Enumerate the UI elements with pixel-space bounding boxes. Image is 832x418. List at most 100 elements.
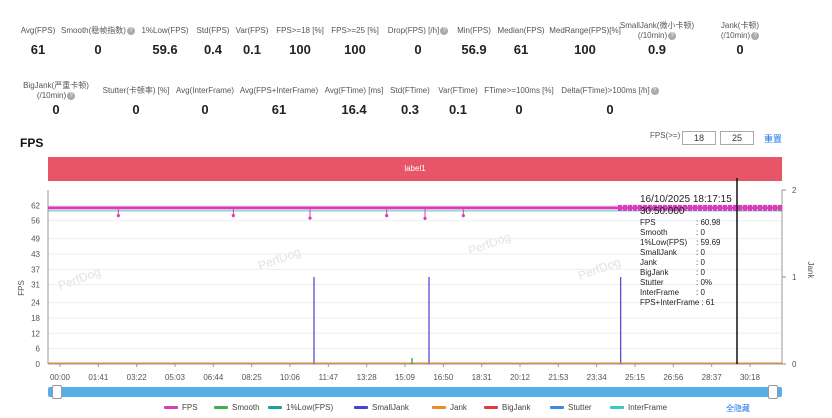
stat-value: 100 xyxy=(344,42,366,57)
y-tick-label: 6 xyxy=(36,345,41,354)
stat-item: Min(FPS) 56.9 xyxy=(424,0,524,70)
legend-item-fps[interactable]: FPS xyxy=(164,403,198,412)
fps-point xyxy=(678,204,682,211)
label-bar[interactable]: label1 xyxy=(48,157,782,181)
tooltip-row: InterFrame : 0 xyxy=(640,288,736,298)
fps-dip-point xyxy=(231,213,235,218)
y-tick-label: 18 xyxy=(31,314,40,323)
section-title: FPS xyxy=(20,136,44,150)
stat-label: Smooth(稳帧指数)? xyxy=(48,26,148,36)
legend-item-jank[interactable]: Jank xyxy=(432,403,467,412)
legend-swatch xyxy=(610,406,624,409)
stat-label: Var(FPS) xyxy=(235,26,269,35)
stat-value: 56.9 xyxy=(461,42,487,57)
stats-row-1: Avg(FPS) 61 Smooth(稳帧指数)? 0 1%Low(FPS) 59.6 St… xyxy=(0,0,832,70)
fps-point xyxy=(633,204,637,211)
watermark-text: PerfDog xyxy=(256,245,302,273)
fps-point xyxy=(703,204,707,211)
tooltip-row: Smooth: 0 xyxy=(640,228,736,238)
tooltip-key: Jank xyxy=(640,258,657,267)
x-tick-label: 10:06 xyxy=(280,373,301,382)
tooltip-row: FPS: 60.98 xyxy=(640,218,736,228)
tooltip-row: 1%Low(FPS) : 59.69 xyxy=(640,238,736,248)
fps-point xyxy=(628,204,632,211)
tooltip-key: SmallJank xyxy=(640,248,677,257)
stat-value: 0 xyxy=(94,42,102,57)
legend-item-interframe[interactable]: InterFrame xyxy=(610,403,667,412)
stat-value: 61 xyxy=(30,42,46,57)
legend-label: Stutter xyxy=(568,403,592,412)
tooltip-value: : 0% xyxy=(696,278,713,287)
stat-label: Drop(FPS) [/h]? xyxy=(368,26,468,36)
fps-point xyxy=(638,204,642,211)
legend-item-stutter[interactable]: Stutter xyxy=(550,403,592,412)
legend-item-bigjank[interactable]: BigJank xyxy=(484,403,530,412)
legend-swatch xyxy=(164,406,178,409)
scroller-right-handle[interactable] xyxy=(768,385,778,399)
stat-value: 0 xyxy=(606,102,614,117)
stat-label: FTime>=100ms [%] xyxy=(484,86,554,95)
time-range-scroller[interactable] xyxy=(48,385,782,399)
stat-item: Avg(FTime) [ms] 16.4 xyxy=(304,70,404,120)
fps-point xyxy=(728,204,732,211)
hide-all-button[interactable]: 全隐藏 xyxy=(726,404,750,413)
y-right-tick-label: 2 xyxy=(792,186,797,195)
fps-point xyxy=(653,204,657,211)
stat-label: MedRange(FPS)[%] xyxy=(549,26,621,35)
tooltip-row: SmallJank : 0 xyxy=(640,248,736,258)
tooltip-value: : 59.69 xyxy=(696,238,721,247)
stat-item: Delta(FTime)>100ms [/h]? 0 xyxy=(560,70,660,120)
help-icon[interactable]: ? xyxy=(650,86,659,95)
x-tick-label: 08:25 xyxy=(242,373,263,382)
stat-item: Avg(InterFrame) 0 xyxy=(155,70,255,120)
tooltip-key: InterFrame xyxy=(640,288,680,297)
x-tick-label: 28:37 xyxy=(702,373,723,382)
help-icon[interactable]: ? xyxy=(126,26,135,35)
stat-label: Avg(FPS+InterFrame) xyxy=(239,86,319,95)
tooltip-value: : 0 xyxy=(696,288,705,297)
help-icon[interactable]: ? xyxy=(751,31,760,40)
legend-item-smooth[interactable]: Smooth xyxy=(214,403,260,412)
stat-item: SmallJank(微小卡顿) (/10min)? 0.9 xyxy=(607,0,707,70)
tooltip-datetime: 16/10/2025 18:17:15 xyxy=(640,194,732,205)
reset-button[interactable]: 重置 xyxy=(764,134,783,144)
x-tick-label: 16:50 xyxy=(433,373,454,382)
fps-threshold-input-1[interactable]: 18 xyxy=(682,131,716,145)
fps-threshold-input-2[interactable]: 25 xyxy=(720,131,754,145)
tooltip-value: : 60.98 xyxy=(696,218,721,227)
legend-swatch xyxy=(550,406,564,409)
help-icon[interactable]: ? xyxy=(67,91,76,100)
fps-filter-label: FPS(>=) xyxy=(650,131,681,140)
x-tick-label: 01:41 xyxy=(88,373,109,382)
tooltip-key: FPS+InterFrame xyxy=(640,298,700,307)
help-icon[interactable]: ? xyxy=(668,31,677,40)
fps-point xyxy=(698,204,702,211)
legend-item-1-low-fps-[interactable]: 1%Low(FPS) xyxy=(268,403,333,412)
stat-value: 0.3 xyxy=(400,102,420,117)
scroller-left-handle[interactable] xyxy=(52,385,62,399)
stat-label: Avg(InterFrame) xyxy=(175,86,235,95)
fps-dip-point xyxy=(423,216,427,221)
stat-item: MedRange(FPS)[%] 100 xyxy=(535,0,635,70)
fps-point xyxy=(743,204,747,211)
stat-item: Avg(FPS) 61 xyxy=(0,0,88,70)
stat-label: Avg(FTime) [ms] xyxy=(324,86,384,95)
y-tick-label: 24 xyxy=(31,299,40,308)
help-icon[interactable]: ? xyxy=(440,26,449,35)
tooltip-value: : 0 xyxy=(696,248,705,257)
fps-point xyxy=(688,204,692,211)
legend-item-smalljank[interactable]: SmallJank xyxy=(354,403,409,412)
fps-point xyxy=(668,204,672,211)
y-tick-label: 31 xyxy=(31,281,40,290)
stat-item: BigJank(严重卡顿) (/10min)? 0 xyxy=(6,70,106,120)
tooltip-key: Stutter xyxy=(640,278,664,287)
stat-item: Var(FPS) 0.1 xyxy=(202,0,302,70)
tooltip-row: BigJank: 0 xyxy=(640,268,736,278)
tooltip-key: 1%Low(FPS) xyxy=(640,238,688,247)
stat-value: 0 xyxy=(52,102,60,117)
x-tick-label: 05:03 xyxy=(165,373,186,382)
x-tick-label: 26:56 xyxy=(663,373,684,382)
fps-dip-point xyxy=(461,213,465,218)
stat-label: Std(FTime) xyxy=(390,86,430,95)
